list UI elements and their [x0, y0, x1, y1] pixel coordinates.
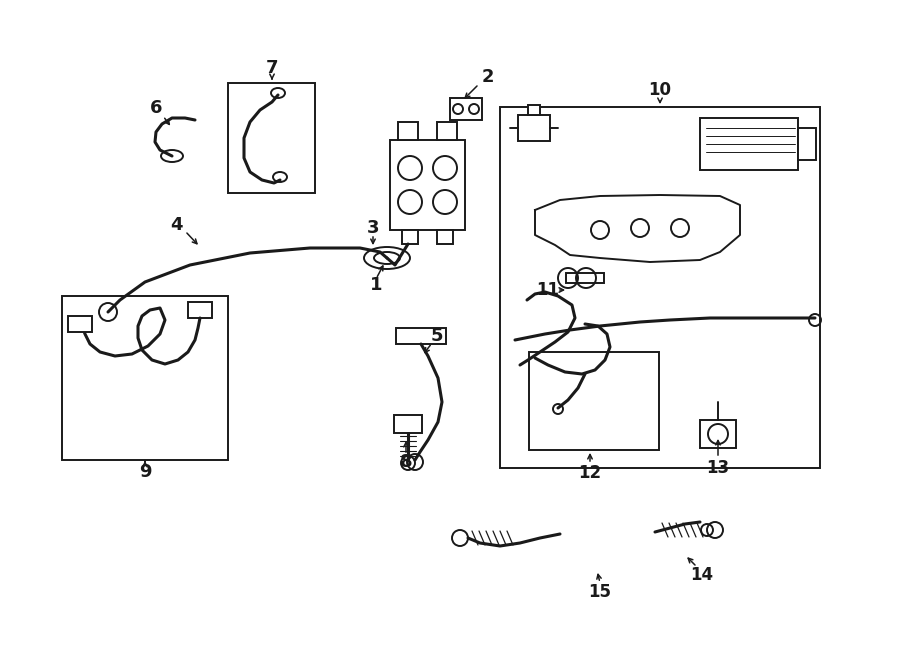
- Bar: [62, 296, 228, 460]
- Bar: [396, 328, 446, 344]
- Polygon shape: [535, 195, 740, 262]
- Text: 12: 12: [579, 464, 601, 482]
- Text: 8: 8: [400, 453, 412, 471]
- Text: 10: 10: [649, 81, 671, 99]
- Bar: [228, 83, 315, 193]
- Text: 5: 5: [431, 327, 443, 345]
- Bar: [188, 302, 212, 318]
- Text: 13: 13: [706, 459, 730, 477]
- Text: 14: 14: [690, 566, 714, 584]
- Text: 4: 4: [170, 216, 182, 234]
- Bar: [566, 273, 604, 283]
- Bar: [402, 230, 418, 244]
- Bar: [450, 98, 482, 120]
- Bar: [394, 415, 422, 433]
- Text: 2: 2: [482, 68, 494, 86]
- Bar: [528, 105, 540, 115]
- Bar: [700, 118, 798, 170]
- Text: 6: 6: [149, 99, 162, 117]
- Text: 1: 1: [370, 276, 382, 294]
- Bar: [437, 122, 457, 140]
- Bar: [398, 122, 418, 140]
- Bar: [529, 352, 659, 450]
- Bar: [798, 128, 816, 160]
- Bar: [700, 420, 736, 448]
- Text: 15: 15: [589, 583, 611, 601]
- Text: 7: 7: [266, 59, 278, 77]
- Bar: [437, 230, 453, 244]
- Text: 9: 9: [139, 463, 151, 481]
- Text: 11: 11: [536, 281, 560, 299]
- Bar: [500, 107, 820, 468]
- Bar: [68, 316, 92, 332]
- Bar: [390, 140, 465, 230]
- Text: 3: 3: [367, 219, 379, 237]
- Bar: [518, 115, 550, 141]
